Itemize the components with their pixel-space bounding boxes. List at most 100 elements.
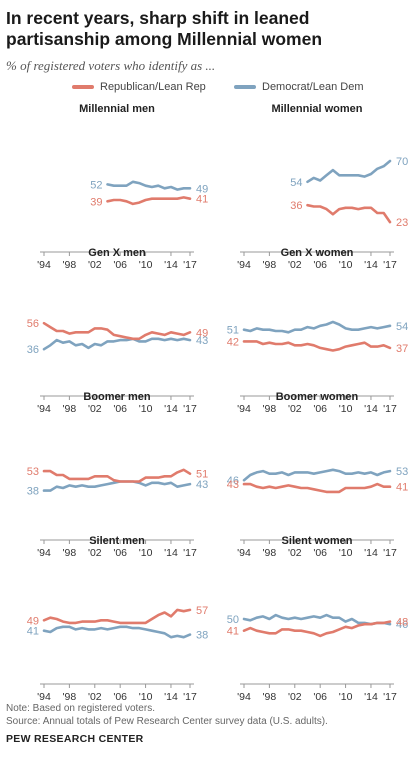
x-tick-label-boomer-women-2014: '14: [364, 547, 378, 559]
chart-subtitle: % of registered voters who identify as .…: [6, 58, 216, 73]
series-line-dem-boomer-women: [242, 468, 392, 482]
x-tick-label-gen-x-women-2017: '17: [383, 403, 397, 415]
legend-swatch-dem: [234, 85, 256, 89]
series-line-dem-silent-men: [42, 625, 192, 639]
x-tick-label-millennial-women-2014: '14: [364, 259, 378, 271]
x-tick-label-silent-women-1994: '94: [237, 691, 251, 703]
end-label-dem-gen-x-men: 43: [196, 335, 208, 347]
panel-title-gen-x-women: Gen X women: [281, 247, 354, 259]
x-tick-label-silent-men-1998: '98: [63, 691, 77, 703]
footer-brand: PEW RESEARCH CENTER: [6, 733, 144, 745]
series-line-dem-gen-x-men: [42, 337, 192, 351]
x-tick-label-silent-women-2010: '10: [339, 691, 353, 703]
x-tick-label-gen-x-women-2002: '02: [288, 403, 302, 415]
x-tick-label-boomer-men-2017: '17: [183, 547, 197, 559]
chart-title: In recent years, sharp shift in leaned p…: [6, 8, 323, 49]
x-tick-label-millennial-women-1998: '98: [263, 259, 277, 271]
panel-title-gen-x-men: Gen X men: [88, 247, 146, 259]
x-tick-label-millennial-men-2014: '14: [164, 259, 178, 271]
start-label-dem-gen-x-women: 51: [227, 325, 239, 337]
start-label-rep-boomer-women: 43: [227, 479, 239, 491]
end-label-rep-silent-women: 48: [396, 617, 408, 629]
x-tick-label-boomer-women-2006: '06: [313, 547, 327, 559]
end-label-dem-silent-women: 46: [396, 619, 408, 631]
x-tick-label-millennial-men-1998: '98: [63, 259, 77, 271]
series-line-rep-gen-x-men: [42, 321, 192, 341]
panel-title-boomer-men: Boomer men: [83, 391, 151, 403]
x-tick-label-boomer-men-2010: '10: [139, 547, 153, 559]
x-tick-label-gen-x-men-2006: '06: [113, 403, 127, 415]
x-tick-label-boomer-women-2017: '17: [383, 547, 397, 559]
start-label-dem-boomer-women: 46: [227, 475, 239, 487]
legend-item-rep: Republican/Lean Rep: [72, 81, 206, 93]
legend-swatch-rep: [72, 85, 94, 89]
x-tick-label-gen-x-men-2017: '17: [183, 403, 197, 415]
series-line-dem-millennial-women: [306, 159, 392, 184]
panel-title-boomer-women: Boomer women: [276, 391, 359, 403]
series-line-rep-millennial-women: [306, 203, 392, 224]
series-line-rep-millennial-men: [106, 196, 192, 206]
x-tick-label-millennial-men-2010: '10: [139, 259, 153, 271]
x-tick-label-silent-men-2006: '06: [113, 691, 127, 703]
start-label-dem-silent-women: 50: [227, 614, 239, 626]
note: Note: Based on registered voters.: [6, 703, 155, 714]
start-label-rep-millennial-men: 39: [90, 196, 102, 208]
series-line-dem-millennial-men: [106, 180, 192, 191]
series-line-rep-gen-x-women: [242, 340, 392, 352]
x-tick-label-millennial-men-2017: '17: [183, 259, 197, 271]
x-tick-label-silent-men-2017: '17: [183, 691, 197, 703]
start-label-dem-silent-men: 41: [27, 626, 39, 638]
panel-title-silent-men: Silent men: [89, 535, 145, 547]
series-line-rep-boomer-men: [42, 468, 192, 483]
start-label-rep-gen-x-men: 56: [27, 318, 39, 330]
x-tick-label-boomer-men-1998: '98: [63, 547, 77, 559]
end-label-rep-millennial-men: 41: [196, 194, 208, 206]
end-label-rep-millennial-women: 23: [396, 217, 408, 229]
x-tick-label-millennial-women-2002: '02: [288, 259, 302, 271]
x-tick-label-millennial-women-2017: '17: [383, 259, 397, 271]
x-tick-label-gen-x-women-2010: '10: [339, 403, 353, 415]
end-label-dem-millennial-men: 49: [196, 183, 208, 195]
end-label-rep-gen-x-men: 49: [196, 327, 208, 339]
legend-label-dem: Democrat/Lean Dem: [262, 81, 364, 93]
end-label-dem-gen-x-women: 54: [396, 321, 408, 333]
x-tick-label-silent-men-1994: '94: [37, 691, 51, 703]
x-tick-label-silent-men-2010: '10: [139, 691, 153, 703]
end-label-dem-boomer-men: 43: [196, 479, 208, 491]
start-label-rep-millennial-women: 36: [290, 200, 302, 212]
x-tick-label-boomer-women-1994: '94: [237, 547, 251, 559]
start-label-dem-boomer-men: 38: [27, 486, 39, 498]
x-tick-label-gen-x-women-1998: '98: [263, 403, 277, 415]
start-label-rep-silent-women: 41: [227, 626, 239, 638]
x-tick-label-millennial-women-2010: '10: [339, 259, 353, 271]
end-label-rep-silent-men: 57: [196, 605, 208, 617]
x-tick-label-boomer-men-1994: '94: [37, 547, 51, 559]
source: Source: Annual totals of Pew Research Ce…: [6, 716, 328, 727]
end-label-dem-millennial-women: 70: [396, 156, 408, 168]
legend-label-rep: Republican/Lean Rep: [100, 81, 206, 93]
legend: Republican/Lean Rep Democrat/Lean Dem: [0, 81, 420, 97]
x-tick-label-silent-women-2006: '06: [313, 691, 327, 703]
x-tick-label-gen-x-men-2002: '02: [88, 403, 102, 415]
x-tick-label-boomer-women-2002: '02: [288, 547, 302, 559]
x-tick-label-silent-men-2002: '02: [88, 691, 102, 703]
x-tick-label-gen-x-women-2014: '14: [364, 403, 378, 415]
legend-item-dem: Democrat/Lean Dem: [234, 81, 364, 93]
x-tick-label-gen-x-men-1994: '94: [37, 403, 51, 415]
x-tick-label-gen-x-men-2014: '14: [164, 403, 178, 415]
x-tick-label-boomer-women-2010: '10: [339, 547, 353, 559]
x-tick-label-millennial-men-1994: '94: [37, 259, 51, 271]
series-line-rep-silent-men: [42, 608, 192, 625]
panel-title-millennial-women: Millennial women: [271, 103, 362, 115]
x-tick-label-millennial-men-2006: '06: [113, 259, 127, 271]
x-tick-label-gen-x-men-2010: '10: [139, 403, 153, 415]
x-tick-label-boomer-women-1998: '98: [263, 547, 277, 559]
end-label-rep-boomer-women: 41: [396, 482, 408, 494]
x-tick-label-silent-men-2014: '14: [164, 691, 178, 703]
x-tick-label-gen-x-men-1998: '98: [63, 403, 77, 415]
x-tick-label-millennial-men-2002: '02: [88, 259, 102, 271]
start-label-dem-millennial-women: 54: [290, 177, 302, 189]
series-line-dem-boomer-men: [42, 480, 192, 492]
panel-title-millennial-men: Millennial men: [79, 103, 155, 115]
